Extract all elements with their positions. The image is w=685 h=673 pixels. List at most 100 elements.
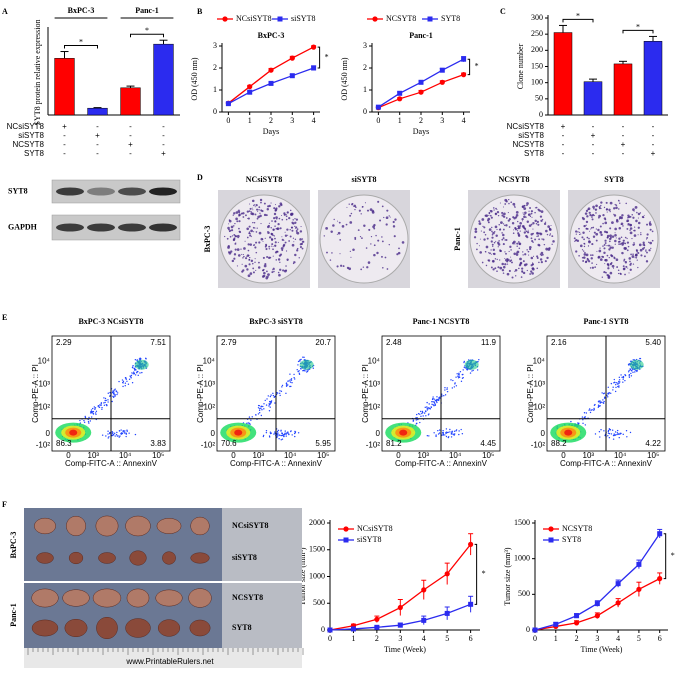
bar bbox=[583, 81, 603, 116]
flow-event bbox=[268, 403, 271, 406]
colony bbox=[598, 249, 602, 253]
colony bbox=[609, 227, 612, 230]
flow-event bbox=[607, 386, 609, 389]
colony bbox=[522, 226, 526, 229]
colony bbox=[609, 236, 612, 239]
data-point bbox=[594, 601, 600, 607]
colony bbox=[479, 238, 481, 240]
colony bbox=[637, 217, 639, 219]
colony-column-label: NCsiSYT8 bbox=[246, 175, 282, 184]
flow-event bbox=[290, 430, 292, 432]
colony bbox=[627, 214, 630, 218]
flow-event bbox=[285, 385, 288, 388]
flow-event bbox=[290, 378, 293, 380]
colony bbox=[238, 220, 241, 223]
data-point bbox=[636, 586, 642, 592]
tumor-group-label: SYT8 bbox=[232, 623, 252, 632]
colony bbox=[392, 225, 396, 228]
flow-event bbox=[88, 416, 90, 419]
colony bbox=[524, 253, 527, 256]
colony bbox=[233, 237, 236, 240]
flow-event bbox=[450, 436, 453, 438]
colony bbox=[268, 236, 272, 239]
flow-event bbox=[114, 435, 116, 437]
flow-event bbox=[105, 399, 107, 402]
colony bbox=[234, 242, 237, 245]
colony bbox=[498, 240, 500, 242]
colony bbox=[490, 249, 492, 251]
significance-label: * bbox=[576, 11, 580, 20]
colony bbox=[591, 216, 593, 218]
colony bbox=[286, 258, 289, 261]
colony bbox=[251, 199, 255, 203]
flow-event bbox=[607, 392, 609, 395]
colony bbox=[547, 248, 551, 251]
colony bbox=[611, 221, 614, 224]
flow-event bbox=[257, 404, 260, 407]
colony bbox=[252, 267, 255, 270]
flow-event bbox=[91, 411, 93, 413]
colony bbox=[518, 267, 520, 270]
flow-event bbox=[287, 380, 289, 382]
colony bbox=[252, 226, 255, 229]
colony bbox=[513, 252, 516, 256]
y-tick-label: 1000 bbox=[514, 553, 530, 562]
colony bbox=[486, 237, 489, 240]
colony bbox=[622, 225, 624, 227]
colony bbox=[275, 207, 278, 210]
flow-event bbox=[119, 435, 121, 437]
flow-event bbox=[124, 432, 126, 434]
y-tick-label: 50 bbox=[535, 94, 543, 103]
colony bbox=[603, 206, 606, 209]
plate bbox=[219, 194, 309, 284]
quadrant-value: 88.2 bbox=[551, 439, 567, 448]
colony bbox=[629, 215, 632, 218]
colony bbox=[488, 211, 491, 214]
colony bbox=[262, 240, 264, 242]
colony bbox=[645, 238, 647, 240]
flow-event bbox=[131, 366, 134, 368]
flow-event bbox=[464, 367, 467, 369]
flow-event bbox=[620, 374, 622, 376]
colony bbox=[602, 245, 604, 247]
colony bbox=[377, 200, 380, 203]
flow-event bbox=[438, 432, 441, 434]
colony bbox=[396, 253, 399, 256]
colony bbox=[514, 206, 516, 208]
flow-event bbox=[279, 390, 281, 392]
colony bbox=[346, 206, 348, 208]
flow-event bbox=[462, 373, 464, 376]
flow-event bbox=[630, 375, 633, 377]
flow-event bbox=[312, 367, 315, 369]
flow-event bbox=[132, 365, 134, 367]
colony bbox=[532, 267, 535, 271]
flow-event bbox=[594, 433, 597, 435]
colony bbox=[291, 221, 294, 224]
flow-event bbox=[416, 413, 418, 416]
colony bbox=[523, 204, 525, 206]
colony bbox=[590, 228, 592, 230]
bar bbox=[120, 87, 141, 116]
colony bbox=[626, 249, 629, 252]
flow-event bbox=[607, 396, 609, 398]
colony bbox=[511, 242, 515, 245]
colony bbox=[381, 255, 383, 258]
flow-event bbox=[622, 433, 624, 436]
colony bbox=[524, 211, 527, 215]
colony bbox=[511, 276, 514, 279]
colony bbox=[364, 202, 367, 204]
flow-event bbox=[594, 403, 596, 406]
flow-event bbox=[455, 430, 457, 432]
colony bbox=[629, 229, 631, 232]
flow-event bbox=[294, 435, 296, 438]
data-point bbox=[421, 617, 427, 623]
colony bbox=[237, 210, 241, 213]
colony bbox=[613, 207, 616, 210]
flow-event bbox=[419, 421, 421, 424]
significance-bracket bbox=[317, 46, 321, 69]
flow-event bbox=[306, 370, 309, 373]
colony bbox=[594, 266, 596, 268]
flow-y-tick-label: -10² bbox=[201, 440, 216, 449]
x-tick-label: 6 bbox=[469, 634, 473, 643]
colony bbox=[530, 212, 533, 215]
